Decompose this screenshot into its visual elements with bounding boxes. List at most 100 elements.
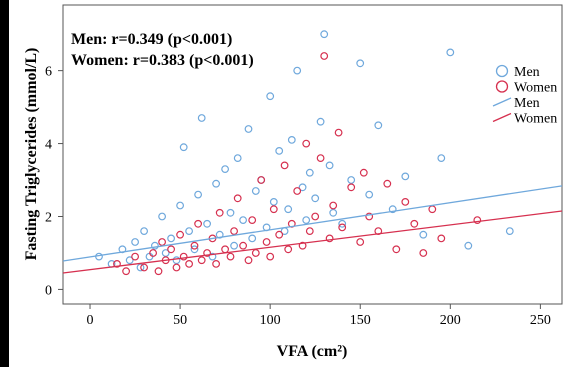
point-women-34 <box>284 245 293 254</box>
x-axis-title: VFA (cm²) <box>277 343 348 360</box>
annotation-men-correlation: Men: r=0.349 (p<0.001) <box>71 31 232 48</box>
series-women-points <box>113 52 482 276</box>
legend-label-women-line: Women <box>514 112 557 127</box>
series-men-points <box>95 30 514 272</box>
point-women-12 <box>185 260 194 268</box>
point-men-25 <box>230 241 239 250</box>
point-women-2 <box>131 252 140 261</box>
x-tick-label-150: 150 <box>350 313 371 328</box>
point-men-57 <box>446 48 455 57</box>
point-men-45 <box>320 30 329 39</box>
point-men-53 <box>388 205 397 214</box>
point-men-4 <box>131 238 140 246</box>
point-men-34 <box>269 197 278 206</box>
point-men-35 <box>275 146 284 155</box>
point-women-59 <box>473 216 482 225</box>
point-men-6 <box>140 227 149 236</box>
point-women-40 <box>311 212 320 221</box>
point-men-38 <box>287 135 296 144</box>
point-men-18 <box>197 114 206 122</box>
point-men-47 <box>329 208 338 217</box>
point-women-15 <box>197 256 206 265</box>
point-women-0 <box>113 260 121 268</box>
point-men-5 <box>136 263 145 272</box>
point-men-27 <box>239 216 248 225</box>
point-women-38 <box>302 139 311 148</box>
point-men-30 <box>251 187 260 195</box>
x-tick-label-250: 250 <box>530 313 551 328</box>
point-women-11 <box>179 252 188 261</box>
point-women-44 <box>329 201 338 210</box>
x-tick-label-0: 0 <box>87 313 94 328</box>
point-women-50 <box>365 212 374 221</box>
point-men-59 <box>505 227 514 236</box>
point-men-10 <box>161 249 170 257</box>
point-men-54 <box>401 172 410 181</box>
point-men-48 <box>338 219 347 228</box>
legend-line-women <box>492 112 512 123</box>
regression-lines <box>62 185 563 274</box>
plot-border <box>62 4 563 305</box>
point-women-33 <box>280 161 289 170</box>
legend-label-men-line: Men <box>514 96 540 111</box>
point-women-16 <box>203 249 212 257</box>
x-tick-label-200: 200 <box>440 313 461 328</box>
annotation-women-correlation: Women: r=0.383 (p<0.001) <box>71 52 254 69</box>
y-tick-label-6: 6 <box>45 65 52 80</box>
legend-item-men-marker: Men <box>495 64 540 80</box>
point-men-14 <box>179 143 188 152</box>
axis-ticks: 0 50 100 150 200 250 0 2 4 6 <box>45 65 551 328</box>
legend-marker-men <box>495 64 509 78</box>
point-men-55 <box>419 230 428 239</box>
point-men-29 <box>248 234 257 243</box>
regression-line-women <box>62 210 563 274</box>
point-men-37 <box>284 205 293 214</box>
point-men-24 <box>226 208 235 217</box>
point-men-20 <box>208 252 217 261</box>
point-women-46 <box>338 223 347 232</box>
point-men-23 <box>221 165 230 174</box>
point-men-28 <box>244 125 253 133</box>
point-women-45 <box>334 128 343 137</box>
point-men-3 <box>125 256 134 265</box>
point-men-11 <box>167 234 176 243</box>
point-women-6 <box>158 238 167 246</box>
point-men-19 <box>203 219 212 228</box>
point-men-40 <box>298 183 307 192</box>
point-women-9 <box>172 263 181 272</box>
point-men-16 <box>190 245 199 254</box>
point-women-37 <box>298 241 307 250</box>
legend-item-women-line: Women <box>492 112 557 127</box>
point-women-53 <box>392 245 401 254</box>
point-women-10 <box>176 230 185 239</box>
image-left-border <box>0 0 9 367</box>
point-men-51 <box>365 190 374 199</box>
plot-area <box>62 4 563 305</box>
legend-item-women-marker: Women <box>495 80 557 96</box>
point-women-30 <box>266 252 275 261</box>
point-men-8 <box>150 241 159 250</box>
legend-item-men-line: Men <box>492 96 540 111</box>
point-women-47 <box>347 183 356 192</box>
point-women-52 <box>383 179 392 188</box>
point-women-29 <box>262 238 271 246</box>
point-men-56 <box>437 154 446 163</box>
point-women-39 <box>305 227 314 236</box>
point-women-23 <box>233 194 242 203</box>
point-men-43 <box>311 194 320 203</box>
point-women-22 <box>230 227 239 236</box>
point-women-8 <box>167 245 176 254</box>
point-men-26 <box>233 154 242 163</box>
point-men-46 <box>325 161 334 170</box>
point-men-12 <box>172 256 181 265</box>
point-women-56 <box>419 249 428 257</box>
legend-label-men-marker: Men <box>514 65 540 80</box>
point-women-31 <box>269 205 278 214</box>
point-women-3 <box>140 263 149 272</box>
regression-line-men <box>62 185 563 262</box>
y-axis-title: Fasting Triglycerides (mmol/L) <box>23 48 40 261</box>
point-women-49 <box>359 168 368 177</box>
point-men-52 <box>374 121 383 130</box>
point-men-50 <box>356 59 365 68</box>
